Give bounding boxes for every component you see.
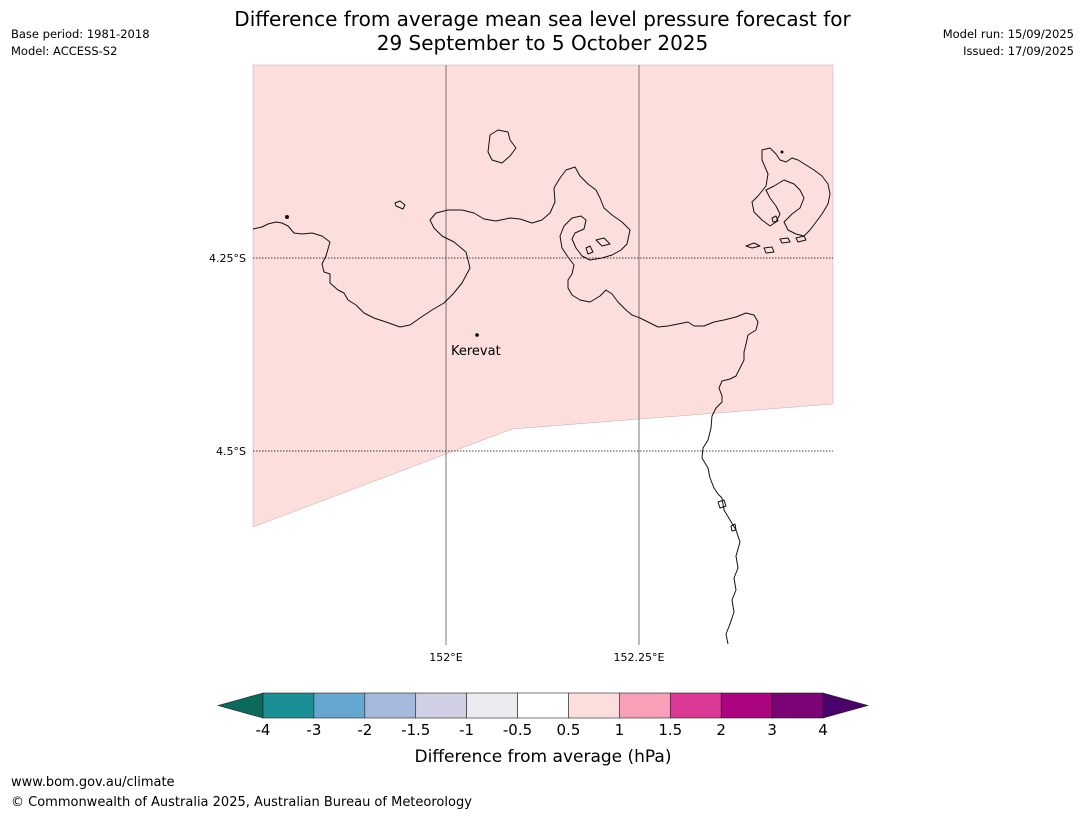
colorbar-tick-label: 2 <box>716 721 726 739</box>
island-south-2 <box>730 523 737 532</box>
footer-url: www.bom.gov.au/climate <box>11 775 175 790</box>
kerevat-marker <box>475 333 479 337</box>
colorbar-segment <box>415 692 467 719</box>
lon-label-152-25e: 152.25°E <box>614 651 665 664</box>
island-small-1 <box>394 200 406 210</box>
chart-title: Difference from average mean sea level p… <box>0 7 1085 55</box>
metadata-left: Base period: 1981-2018 Model: ACCESS-S2 <box>11 26 150 60</box>
lon-label-152e: 152°E <box>429 651 462 664</box>
colorbar-segment <box>364 692 417 719</box>
colorbar-tick-label: -0.5 <box>503 721 532 739</box>
base-period-text: Base period: 1981-2018 <box>11 27 150 41</box>
colorbar-tick-label: -3 <box>306 721 321 739</box>
colorbar-segment <box>466 692 518 719</box>
island-east-4 <box>779 237 791 244</box>
lat-label-4-25s: 4.25°S <box>209 252 246 265</box>
islet-dot-2 <box>780 150 784 154</box>
metadata-right: Model run: 15/09/2025 Issued: 17/09/2025 <box>943 26 1074 60</box>
islands-northeast <box>751 147 831 237</box>
colorbar-extend-high <box>822 692 870 719</box>
inlet-small <box>585 245 594 255</box>
colorbar-tick-label: 1.5 <box>658 721 682 739</box>
colorbar-label: Difference from average (hPa) <box>415 747 672 767</box>
colorbar-tick-label: 1 <box>615 721 625 739</box>
model-run-text: Model run: 15/09/2025 <box>942 27 1074 41</box>
colorbar-tick-label: 4 <box>818 721 828 739</box>
forecast-map: Kerevat 4.25°S 4.5°S 152°E 152.25°E -4 -3… <box>209 64 870 767</box>
colorbar-segment <box>669 692 722 719</box>
island-east-3 <box>763 246 775 254</box>
colorbar-tick-label: -4 <box>256 721 271 739</box>
colorbar-segment <box>313 692 366 719</box>
coastline-main <box>252 166 759 645</box>
model-text: Model: ACCESS-S2 <box>11 44 118 58</box>
issued-text: Issued: 17/09/2025 <box>963 44 1074 58</box>
islet-dot-1 <box>285 215 289 219</box>
anomaly-region-0.5-to-1 <box>252 64 834 528</box>
inlet-small-2 <box>595 237 611 247</box>
colorbar-tick-label: 0.5 <box>557 721 581 739</box>
colorbar-tick-label: -1.5 <box>401 721 430 739</box>
coastlines <box>252 129 831 645</box>
colorbar-extend-low <box>216 692 264 719</box>
island-east-1 <box>771 215 779 223</box>
title-line-1: Difference from average mean sea level p… <box>234 7 851 31</box>
island-east-2 <box>745 242 761 249</box>
colorbar-tick-label: -1 <box>459 721 474 739</box>
colorbar: -4 -3 -2 -1.5 -1 -0.5 0.5 1 1.5 2 3 4 Difference fr… <box>216 692 870 767</box>
colorbar-segment <box>720 692 773 719</box>
colorbar-segment <box>517 692 569 719</box>
footer-copyright: © Commonwealth of Australia 2025, Austra… <box>11 795 472 810</box>
island-east-5 <box>795 235 807 243</box>
colorbar-segment <box>619 692 671 719</box>
colorbar-segment <box>568 692 620 719</box>
title-line-2: 29 September to 5 October 2025 <box>376 31 709 55</box>
island-south-1 <box>717 499 727 509</box>
island-north <box>487 129 517 164</box>
colorbar-tick-label: -2 <box>357 721 372 739</box>
colorbar-segment <box>262 692 315 719</box>
colorbar-segment <box>771 692 824 719</box>
colorbar-tick-label: 3 <box>767 721 777 739</box>
kerevat-label: Kerevat <box>451 344 501 359</box>
lat-label-4-5s: 4.5°S <box>216 445 246 458</box>
